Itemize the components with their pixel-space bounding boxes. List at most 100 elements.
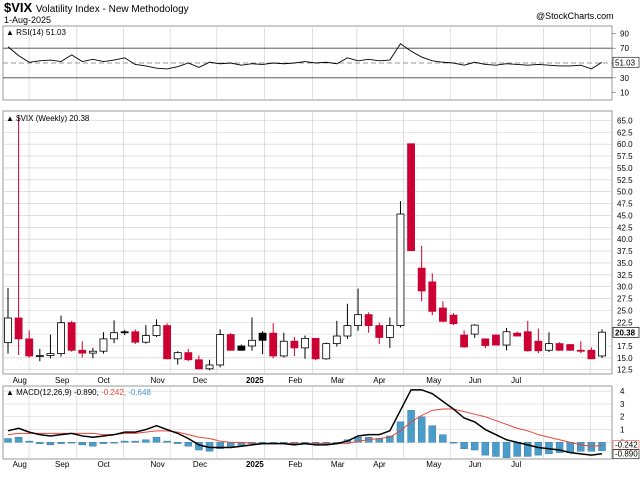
candle-body xyxy=(46,353,55,356)
candle-body xyxy=(99,338,108,352)
price-tick-label: 65.0 xyxy=(617,116,633,125)
candle-body xyxy=(523,331,532,352)
x-axis-label: Oct xyxy=(97,460,110,469)
candle-body xyxy=(598,331,606,357)
candle-body xyxy=(131,331,140,343)
macd-histogram-bar xyxy=(354,437,362,443)
x-axis-label: Jul xyxy=(511,376,521,385)
price-panel xyxy=(2,110,613,375)
candle-body xyxy=(343,325,352,337)
x-axis-label: Dec xyxy=(193,460,207,469)
macd-histogram-bar xyxy=(67,442,76,444)
instrument-name: Volatility Index - New Methodology xyxy=(35,4,189,15)
macd-histogram-bar xyxy=(4,438,12,443)
candle-body xyxy=(120,331,129,334)
chart-date: 1-Aug-2025 xyxy=(4,15,52,25)
macd-histogram-bar xyxy=(216,442,224,449)
candle-body xyxy=(35,355,44,357)
macd-histogram-bar xyxy=(78,442,86,446)
rsi-tick-label: 90 xyxy=(620,29,629,38)
macd-histogram-bar xyxy=(566,442,574,453)
price-tick-label: 55.0 xyxy=(617,164,633,173)
x-axis-label: Jul xyxy=(511,460,521,469)
x-axis-label: Feb xyxy=(288,376,302,385)
price-tick-label: 47.5 xyxy=(617,200,633,209)
price-tick-label: 25.0 xyxy=(617,306,633,315)
candle-body xyxy=(184,352,193,361)
macd-tick-label: 1 xyxy=(620,426,625,435)
macd-line xyxy=(7,389,603,456)
candle-body xyxy=(470,324,479,335)
macd-histogram-bar xyxy=(110,442,118,444)
candle-body xyxy=(216,334,225,366)
macd-histogram-bar xyxy=(524,442,532,457)
rsi-tick-label: 10 xyxy=(620,89,629,98)
macd-histogram-bar xyxy=(396,421,405,443)
candle-body xyxy=(576,349,585,352)
price-tick-label: 30.0 xyxy=(617,283,633,292)
price-tick-label: 15.0 xyxy=(617,354,633,363)
macd-panel xyxy=(2,385,613,460)
price-tick-label: 37.5 xyxy=(617,247,633,256)
price-tick-label: 35.0 xyxy=(617,259,633,268)
price-tick-label: 40.0 xyxy=(617,235,633,244)
x-axis-label: Aug xyxy=(13,460,27,469)
price-legend: ▲ $VIX (Weekly) 20.38 xyxy=(6,114,90,123)
price-value-tag xyxy=(612,326,640,338)
candle-body xyxy=(407,143,415,251)
macd-histogram-bar xyxy=(184,442,193,447)
macd-histogram-bar xyxy=(142,439,150,443)
candle-body xyxy=(460,334,469,348)
x-axis-label: Mar xyxy=(331,460,345,469)
price-value-label: 20.38 xyxy=(615,328,636,337)
candle-body xyxy=(57,322,65,354)
macd-legend-part: -0.890, xyxy=(74,388,101,397)
price-tick-label: 45.0 xyxy=(617,211,633,220)
macd-histogram-bar xyxy=(152,437,161,443)
price-tick-label: 60.0 xyxy=(617,140,633,149)
macd-value: -0.890 xyxy=(615,450,638,459)
macd-histogram-bar xyxy=(534,442,543,456)
candle-body xyxy=(354,314,362,326)
macd-histogram-bar xyxy=(46,442,55,446)
candle-body xyxy=(195,359,203,370)
price-tick-label: 12.5 xyxy=(617,366,633,375)
price-tick-label: 32.5 xyxy=(617,271,633,280)
macd-histogram-bar xyxy=(417,416,426,443)
price-tick-label: 57.5 xyxy=(617,152,633,161)
macd-histogram-bar xyxy=(407,410,415,443)
candle-body xyxy=(396,213,405,326)
candle-body xyxy=(4,317,12,344)
x-axis-label: Nov xyxy=(151,460,165,469)
candle-body xyxy=(545,343,553,351)
candle-body xyxy=(163,325,172,360)
macd-tick-label: 3 xyxy=(620,400,625,409)
macd-histogram-bar xyxy=(99,442,108,444)
candle-body xyxy=(78,349,87,354)
macd-histogram-bar xyxy=(120,440,129,443)
macd-histogram-bar xyxy=(428,425,436,443)
macd-histogram-bar xyxy=(481,442,490,456)
macd-value-tag xyxy=(612,449,640,460)
macd-histogram-bar xyxy=(471,442,479,451)
candle-body xyxy=(110,332,118,340)
price-tick-label: 52.5 xyxy=(617,176,633,185)
candle-body xyxy=(88,350,97,354)
macd-histogram-bar xyxy=(555,442,564,453)
candle-body xyxy=(25,338,34,357)
macd-histogram-bar xyxy=(492,442,500,457)
macd-histogram-bar xyxy=(502,442,511,458)
price-tick-label: 22.5 xyxy=(617,318,633,327)
candle-body xyxy=(375,325,384,338)
candle-body xyxy=(449,314,458,325)
macd-histogram-bar xyxy=(163,440,171,443)
candle-body xyxy=(438,307,447,322)
candle-body xyxy=(385,325,394,338)
rsi-legend: ▲ RSI(14) 51.03 xyxy=(6,28,66,37)
macd-histogram-bar xyxy=(460,442,468,449)
x-axis-label: Feb xyxy=(288,460,302,469)
stockcharts-credit: @StockCharts.com xyxy=(536,11,614,21)
macd-legend-part: ▲ MACD(12,26,9) xyxy=(6,388,74,397)
candle-body xyxy=(481,338,490,346)
candle-body xyxy=(555,343,564,351)
